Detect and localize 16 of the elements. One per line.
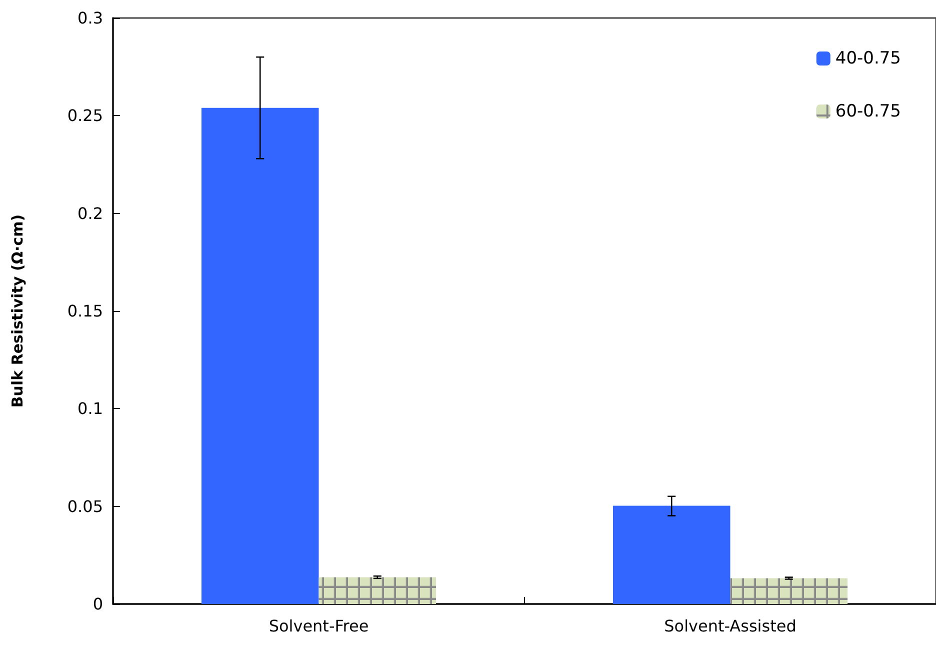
bar [318, 577, 436, 604]
bar [201, 108, 319, 604]
x-tick-label: Solvent-Assisted [664, 616, 796, 636]
y-tick-label: 0.2 [78, 204, 103, 223]
legend-label: 60-0.75 [835, 102, 902, 122]
bar [612, 506, 730, 604]
x-tick-label: Solvent-Free [268, 616, 369, 636]
bar [730, 578, 848, 604]
y-tick-label: 0.15 [67, 302, 103, 320]
y-tick-label: 0.3 [78, 8, 103, 28]
y-tick-label: 0.1 [78, 399, 103, 418]
y-axis-title: Bulk Resistivity (Ω·cm) [8, 214, 26, 408]
y-tick-label: 0.25 [67, 106, 103, 126]
y-tick-label: 0.05 [67, 496, 103, 516]
y-tick-label: 0 [92, 594, 103, 614]
legend-label: 40-0.75 [835, 48, 902, 68]
